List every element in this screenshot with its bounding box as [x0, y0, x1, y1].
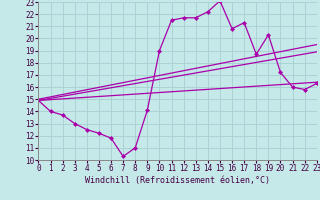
X-axis label: Windchill (Refroidissement éolien,°C): Windchill (Refroidissement éolien,°C) — [85, 176, 270, 185]
